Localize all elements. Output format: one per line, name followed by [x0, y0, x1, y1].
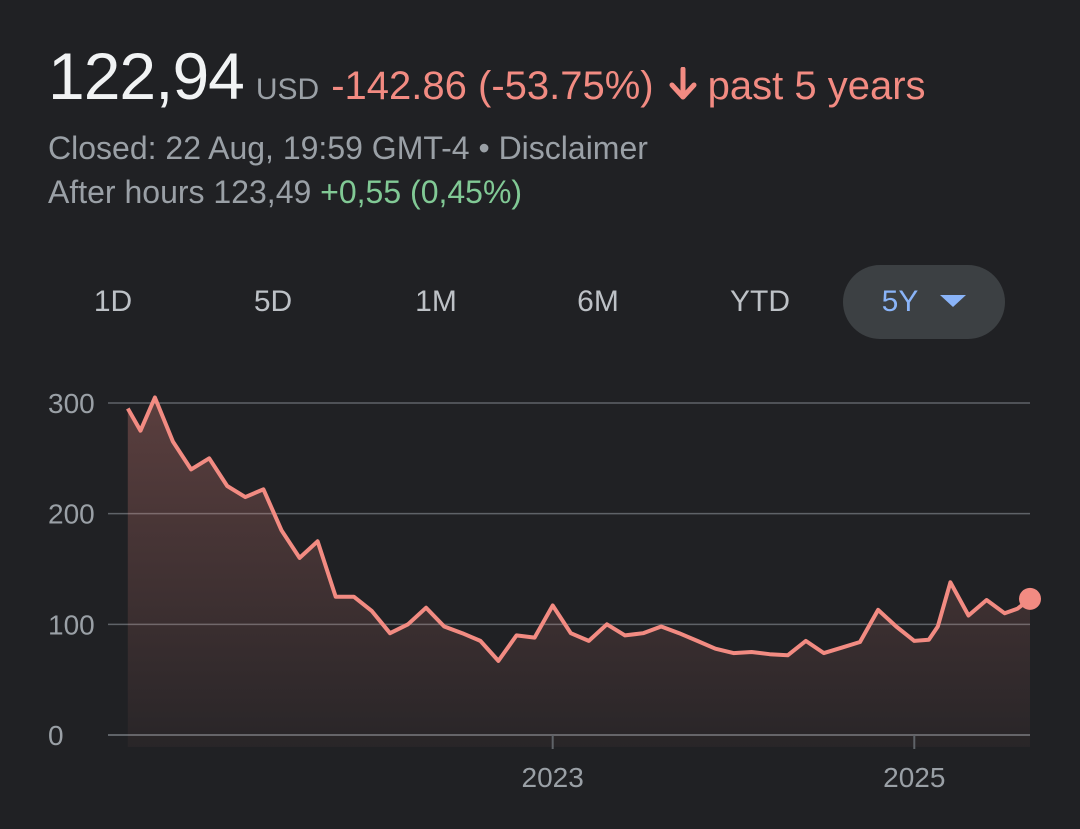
x-tick-label: 2025 — [883, 762, 945, 793]
tab-5y[interactable]: 5Y — [843, 265, 1005, 339]
y-tick-label: 0 — [48, 720, 64, 751]
tab-5d[interactable]: 5D — [253, 285, 293, 318]
tab-1d[interactable]: 1D — [93, 285, 133, 318]
currency: USD — [255, 73, 320, 106]
after-hours-change: +0,55 (0,45%) — [320, 174, 523, 210]
tab-ytd[interactable]: YTD — [730, 285, 790, 318]
y-tick-label: 200 — [48, 499, 95, 530]
price-area — [127, 397, 1031, 747]
last-price-dot — [1019, 587, 1041, 610]
closed-info: Closed: 22 Aug, 19:59 GMT-4 • Disclaimer — [48, 130, 648, 166]
y-tick-label: 300 — [48, 388, 95, 419]
dropdown-caret-icon — [940, 295, 967, 307]
arrow-down-icon — [668, 66, 698, 111]
y-tick-label: 100 — [48, 609, 95, 640]
price-chart[interactable]: 0 100 200 300 2023 2025 — [0, 370, 1080, 829]
price-change: -142.86 (-53.75%) past 5 years — [331, 64, 925, 109]
after-hours-price: After hours 123,49 — [48, 174, 312, 210]
change-period: past 5 years — [707, 64, 926, 108]
price-line — [126, 395, 1032, 663]
change-value: -142.86 (-53.75%) — [331, 64, 654, 108]
tab-6m[interactable]: 6M — [577, 285, 619, 318]
current-price: 122,94 — [48, 39, 245, 113]
tab-1m[interactable]: 1M — [415, 285, 457, 318]
range-tabs: 1D 5D 1M 6M YTD 5Y — [40, 265, 1020, 339]
x-tick-label: 2023 — [522, 762, 584, 793]
after-hours: After hours 123,49 +0,55 (0,45%) — [48, 174, 522, 211]
price-header: 122,94 USD -142.86 (-53.75%) past 5 year… — [48, 38, 926, 114]
